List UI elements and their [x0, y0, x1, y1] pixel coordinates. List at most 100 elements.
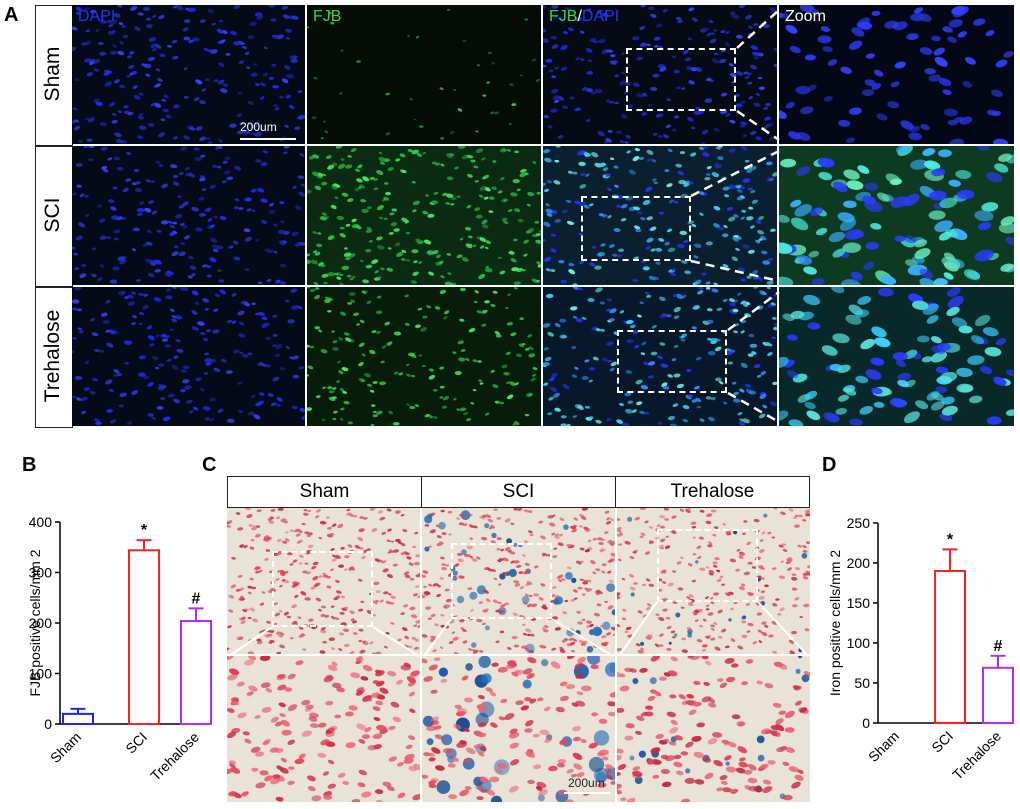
cell [227, 647, 230, 651]
cell [322, 386, 326, 390]
cell [496, 537, 502, 541]
cell [758, 596, 765, 600]
cell [554, 596, 564, 605]
cell [565, 572, 573, 580]
cell [293, 304, 299, 309]
cell [908, 132, 922, 141]
cell [188, 39, 194, 44]
cell [543, 28, 547, 33]
cell [718, 58, 727, 64]
cell [744, 159, 750, 163]
cell [362, 279, 370, 284]
cell [358, 578, 363, 582]
cell [104, 81, 113, 87]
cell [385, 191, 392, 196]
cell [478, 732, 487, 738]
cell [661, 781, 672, 788]
cell [400, 612, 405, 616]
cell [476, 556, 481, 560]
cell [624, 141, 629, 144]
cell [218, 139, 223, 143]
cell [324, 299, 331, 304]
cell [610, 780, 615, 785]
cell [445, 598, 452, 603]
cell [552, 95, 560, 100]
cell [586, 579, 592, 583]
cell [144, 207, 152, 213]
cell [673, 373, 681, 378]
cell [441, 563, 446, 566]
cell [422, 315, 428, 319]
cell [943, 272, 954, 280]
cell [94, 418, 101, 423]
cell [221, 30, 228, 34]
cell [272, 344, 277, 347]
cell [633, 206, 640, 211]
cell [737, 645, 744, 650]
cell [655, 247, 663, 252]
cell [685, 66, 693, 71]
cell [517, 218, 524, 223]
y-tick-label: 200 [847, 555, 871, 571]
cell [527, 227, 535, 234]
cell [543, 382, 549, 386]
cell [755, 239, 761, 244]
cell [523, 697, 532, 702]
cell [767, 760, 776, 765]
cell [249, 577, 254, 581]
cell [300, 591, 307, 596]
cell [248, 685, 258, 692]
cell [340, 158, 345, 161]
cell [782, 548, 788, 552]
cell [879, 388, 893, 396]
cell [636, 401, 643, 406]
cell [388, 410, 394, 415]
cell [301, 699, 311, 706]
cell [606, 517, 611, 521]
cell [248, 656, 257, 661]
cell [203, 337, 209, 342]
cell [407, 645, 413, 649]
cell [231, 556, 236, 560]
cell [560, 415, 567, 419]
cell [778, 575, 786, 579]
cell [376, 724, 387, 732]
cell [347, 155, 352, 158]
cell [560, 279, 568, 284]
cell [399, 153, 406, 158]
cell [712, 564, 718, 568]
cell [554, 323, 561, 328]
cell [316, 508, 321, 513]
cell [434, 657, 441, 662]
cell [231, 697, 239, 702]
cell [459, 619, 465, 623]
cell [379, 687, 389, 694]
cell [508, 250, 515, 255]
cell [445, 564, 450, 567]
cell [606, 632, 611, 636]
cell [688, 709, 697, 716]
cell [594, 89, 603, 94]
cell [982, 327, 999, 337]
cell [307, 26, 310, 29]
cell [327, 664, 338, 672]
cell [666, 711, 676, 718]
cell [250, 123, 258, 129]
cell [142, 63, 147, 67]
cell [524, 593, 529, 597]
cell [233, 5, 241, 9]
cell [634, 156, 640, 160]
cell [222, 160, 228, 164]
cell [285, 531, 289, 534]
cell [702, 644, 708, 648]
cell [803, 671, 810, 677]
cell [585, 48, 593, 53]
cell [544, 737, 553, 743]
cell [361, 556, 366, 559]
cell [694, 67, 702, 72]
cell [279, 201, 285, 205]
cell [742, 418, 750, 424]
cell [245, 51, 250, 56]
zoom-connector [727, 290, 780, 332]
cell [351, 218, 357, 223]
